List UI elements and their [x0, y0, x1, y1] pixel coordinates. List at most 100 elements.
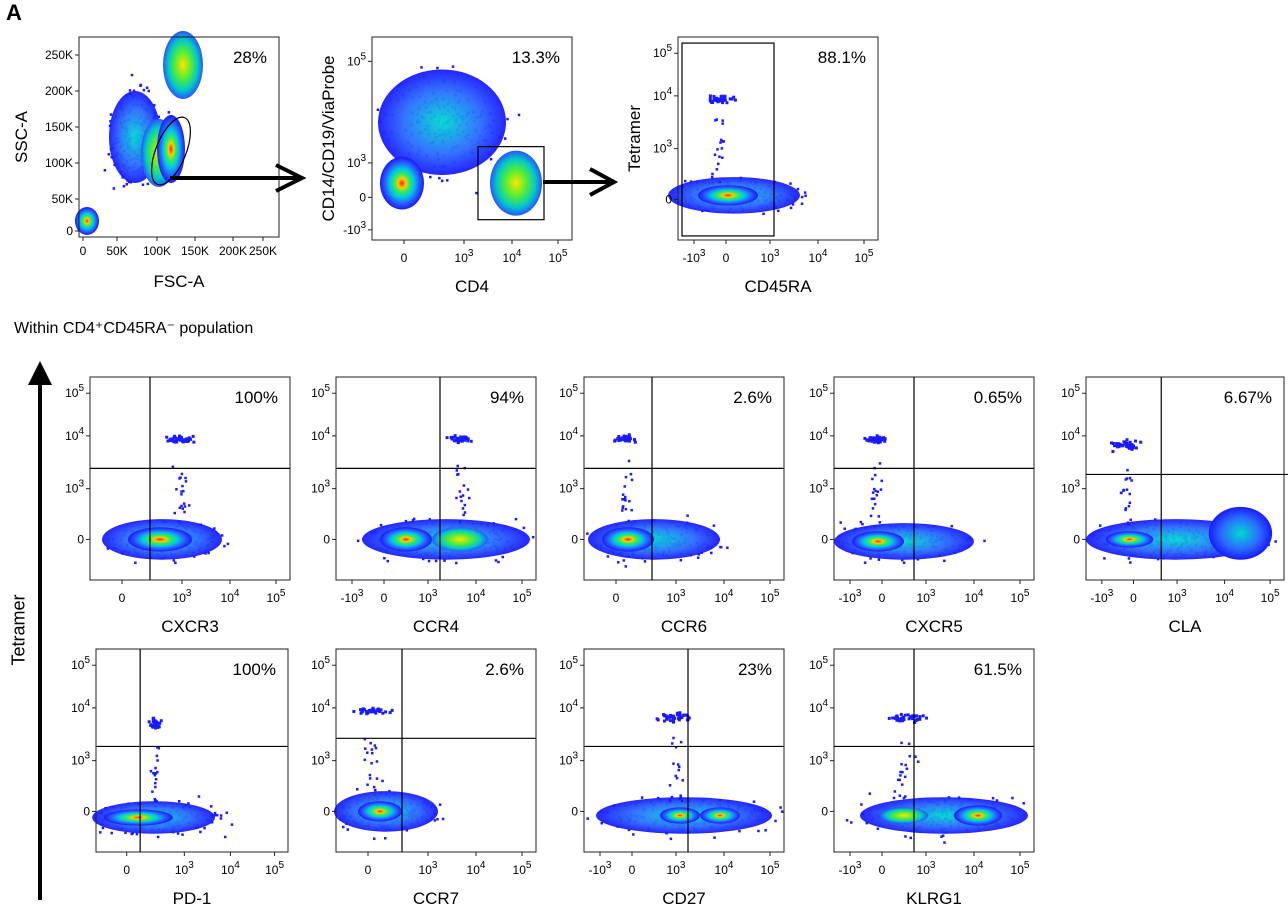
tetramer-point	[662, 719, 666, 723]
y-tick-label: 103	[809, 751, 828, 768]
scatter-point	[207, 551, 210, 555]
scatter-point	[630, 478, 634, 482]
y-tick-label: 105	[347, 51, 366, 68]
tetramer-point	[725, 101, 729, 105]
scatter-point	[188, 504, 191, 507]
scatter-point	[679, 740, 683, 744]
scatter-point	[436, 817, 439, 821]
scatter-point	[800, 202, 804, 205]
scatter-point	[156, 759, 159, 762]
tetramer-point	[687, 716, 691, 720]
scatter-point	[1128, 492, 1131, 496]
scatter-point	[600, 821, 604, 825]
tetramer-point	[719, 99, 723, 103]
tetramer-point	[375, 708, 379, 712]
scatter-point	[914, 755, 917, 758]
scatter-point	[640, 796, 644, 799]
y-tick-label: 0	[821, 804, 828, 818]
scatter-point	[869, 557, 872, 560]
scatter-point	[107, 153, 111, 156]
scatter-point	[363, 758, 367, 762]
scatter-point	[134, 561, 137, 565]
x-tick-label: 105	[513, 860, 532, 877]
scatter-point	[1126, 521, 1130, 524]
tetramer-point	[720, 95, 724, 99]
tetramer-point	[906, 713, 910, 717]
x-tick-label: 105	[761, 860, 780, 877]
x-tick-label: 105	[855, 248, 874, 265]
scatter-point	[675, 776, 679, 780]
density-blob	[380, 156, 424, 210]
tetramer-point	[1111, 449, 1115, 453]
scatter-point	[420, 66, 423, 69]
scatter-point	[106, 547, 110, 550]
scatter-point	[181, 507, 185, 510]
scatter-point	[383, 556, 386, 560]
y-tick-label: 0	[1073, 532, 1080, 546]
scatter-point	[757, 829, 760, 833]
x-tick-label: -103	[683, 248, 706, 265]
scatter-point	[623, 495, 627, 499]
y-tick-label: 200K	[45, 84, 73, 98]
scatter-point	[632, 833, 635, 836]
scatter-point	[456, 464, 460, 468]
scatter-point	[843, 527, 846, 530]
x-tick-label: 105	[1011, 860, 1030, 877]
scatter-point	[859, 520, 863, 524]
scatter-point	[668, 799, 672, 802]
x-tick-label: 0	[879, 863, 886, 877]
scatter-point	[124, 831, 127, 835]
y-tick-label: 103	[347, 153, 366, 170]
scatter-point	[1124, 478, 1128, 481]
tetramer-point	[863, 436, 867, 440]
scatter-point	[503, 137, 507, 140]
tetramer-point	[902, 718, 906, 722]
plot-fsc-ssc: 28%0 50K 100K 150K 200K 250K050K100K150K200K2…	[12, 31, 280, 291]
tetramer-point	[662, 713, 666, 717]
scatter-point	[717, 162, 720, 166]
tetramer-point	[1125, 438, 1129, 442]
y-tick-label: 104	[653, 86, 672, 103]
scatter-point	[800, 195, 804, 199]
scatter-point	[187, 802, 190, 805]
scatter-point	[1103, 557, 1106, 560]
tetramer-point	[1125, 444, 1129, 448]
density-blob	[75, 207, 99, 235]
scatter-point	[372, 785, 376, 789]
scatter-point	[506, 117, 509, 121]
x-tick-label: 105	[513, 588, 532, 605]
scatter-point	[434, 559, 438, 563]
y-tick-label: 0	[571, 804, 578, 818]
flow-arrow-1-head	[275, 163, 307, 193]
scatter-point	[715, 118, 719, 121]
plot-cd27: 23% -103 0 103 104 105 0 103 104 105 CD27	[559, 648, 785, 908]
density-blob	[954, 805, 1002, 826]
scatter-point	[438, 176, 441, 180]
scatter-point	[153, 797, 157, 801]
scatter-point	[789, 206, 793, 210]
scatter-point	[868, 792, 872, 795]
tetramer-point	[671, 715, 675, 719]
scatter-point	[368, 773, 372, 777]
scatter-point	[375, 777, 379, 780]
tetramer-point	[665, 715, 669, 719]
density-blob	[103, 809, 173, 826]
scatter-point	[674, 746, 678, 749]
y-tick-label: 50K	[52, 192, 73, 206]
tetramer-point	[378, 710, 382, 714]
scatter-point	[369, 741, 372, 745]
scatter-point	[1124, 508, 1127, 512]
scatter-point	[722, 140, 726, 143]
tetramer-point	[1130, 443, 1134, 447]
scatter-point	[1120, 491, 1123, 495]
scatter-point	[356, 539, 360, 543]
scatter-point	[154, 777, 158, 781]
scatter-point	[905, 767, 909, 771]
scatter-point	[461, 507, 465, 510]
scatter-point	[697, 553, 701, 556]
tetramer-point	[175, 437, 179, 441]
scatter-point	[141, 183, 145, 187]
x-axis-label: FSC-A	[154, 272, 206, 291]
tetramer-point	[730, 97, 734, 101]
plot-ccr7: 2.6% 0 103 104 105 0 103 104 105 CCR7	[311, 648, 537, 908]
